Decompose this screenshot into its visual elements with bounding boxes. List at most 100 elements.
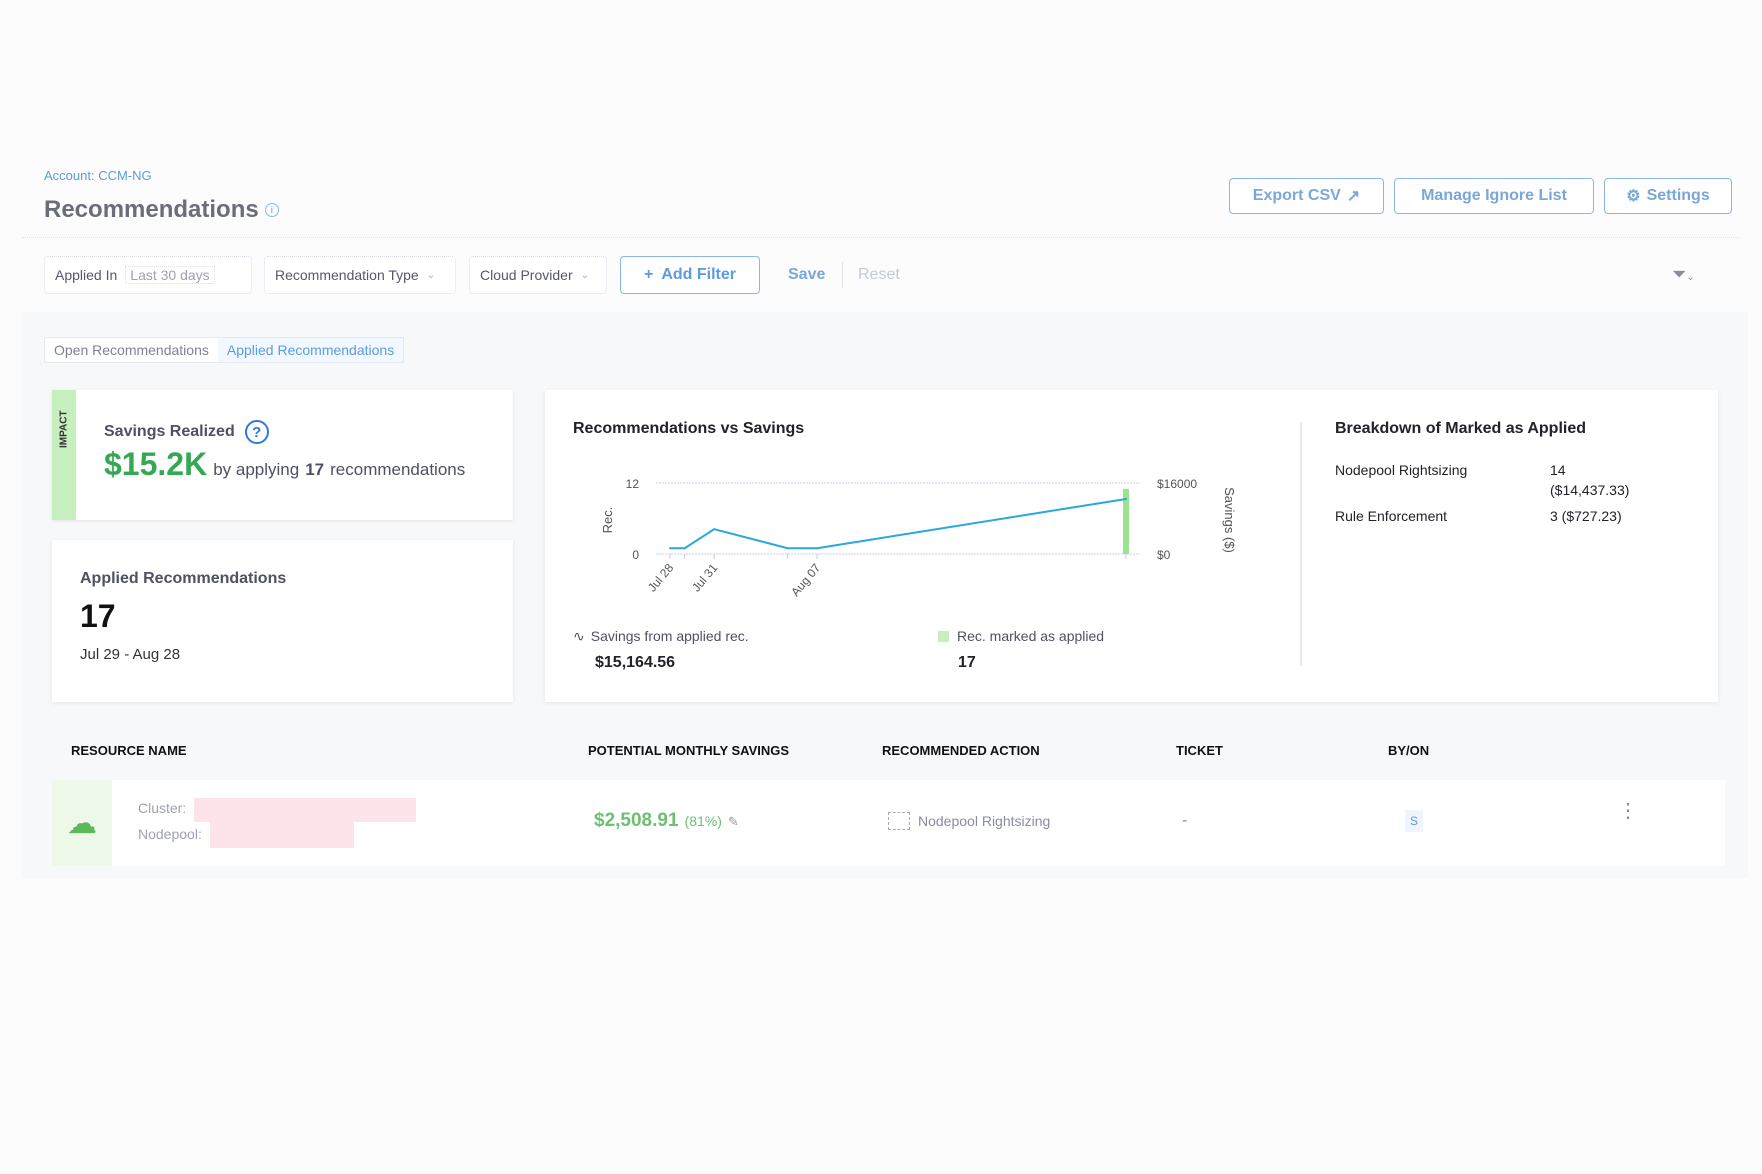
breakdown-label: Rule Enforcement [1335, 508, 1448, 524]
filter-divider [842, 262, 843, 288]
info-icon[interactable]: i [264, 203, 279, 217]
filter-funnel-icon[interactable]: ⏷⌄ [1672, 264, 1695, 284]
applied-in-value[interactable]: Last 30 days [125, 266, 215, 284]
recommendation-type-label: Recommendation Type [275, 267, 419, 283]
x-tick-label: Jul 28 [645, 561, 677, 595]
recommendation-tabs: Open Recommendations Applied Recommendat… [44, 337, 405, 363]
breakdown-value: 3 ($727.23) [1550, 508, 1622, 524]
table-row[interactable]: ☁ Cluster: Nodepool: $2,508.91 (81%) ✎ N… [52, 780, 1725, 866]
applied-date-range: Jul 29 - Aug 28 [80, 646, 181, 663]
export-csv-label: Export CSV [1252, 187, 1341, 204]
y2-axis-label: Savings ($) [1222, 487, 1237, 553]
cloud-provider-label: Cloud Provider [480, 267, 573, 283]
savings-realized-card: IMPACT Savings Realized? $15.2K by apply… [52, 390, 513, 520]
user-avatar[interactable]: S [1405, 810, 1423, 832]
chart-divider [1300, 422, 1302, 666]
applied-in-label: Applied In [55, 267, 118, 283]
tab-applied-recommendations[interactable]: Applied Recommendations [217, 338, 404, 362]
account-breadcrumb[interactable]: Account: CCM-NG [44, 168, 152, 183]
savings-realized-title: Savings Realized [104, 423, 235, 440]
manage-ignore-label: Manage Ignore List [1421, 187, 1567, 204]
legend-swatch [938, 630, 949, 642]
breakdown-list: Nodepool Rightsizing 14 ($14,437.33) Rule … [1335, 460, 1635, 526]
edit-pencil-icon[interactable]: ✎ [727, 814, 739, 829]
breakdown-value: 14 [1550, 462, 1566, 478]
header-ticket[interactable]: TICKET [1176, 743, 1223, 758]
savings-point [1125, 497, 1127, 500]
tab-open-recommendations[interactable]: Open Recommendations [54, 342, 209, 358]
savings-point [669, 547, 671, 550]
legend-savings: ∿ Savings from applied rec. [573, 628, 749, 645]
plus-icon: + [643, 266, 654, 283]
breakdown-label: Nodepool Rightsizing [1335, 462, 1468, 478]
breakdown-row: Rule Enforcement 3 ($727.23) [1335, 506, 1635, 526]
savings-point [713, 528, 716, 531]
export-csv-button[interactable]: Export CSV ↗ [1229, 178, 1384, 214]
recommendations-count: 17 [305, 460, 325, 479]
savings-line [670, 497, 1127, 550]
more-options-icon[interactable]: ⋮ [1618, 800, 1638, 822]
x-tick-label: Aug 07 [788, 561, 823, 599]
gear-icon: ⚙ [1626, 188, 1641, 205]
nodepool-name-redacted [210, 822, 354, 848]
settings-label: Settings [1646, 187, 1710, 204]
savings-amount: $15.2K [104, 446, 208, 482]
header-potential-savings[interactable]: POTENTIAL MONTHLY SAVINGS [588, 743, 790, 758]
header-divider [22, 237, 1740, 238]
rec-bar [1123, 488, 1129, 554]
action-cell: Nodepool Rightsizing [888, 812, 1050, 830]
row-action: Nodepool Rightsizing [918, 813, 1051, 829]
chart-title: Recommendations vs Savings [573, 420, 805, 437]
page-title: Recommendations i [44, 196, 279, 224]
savings-point [786, 547, 789, 550]
impact-label: IMPACT [52, 390, 76, 520]
recommendations-savings-chart: 0 12 $0 $16000 Rec. Savings ($) Jul 28 Jul 31 Au… [600, 477, 1237, 599]
y-tick-label: 0 [632, 548, 639, 562]
applied-recommendations-card: Applied Recommendations 17 Jul 29 - Aug … [52, 540, 513, 702]
reset-button[interactable]: Reset [858, 266, 900, 283]
header-resource-name[interactable]: RESOURCE NAME [71, 743, 187, 758]
chevron-down-icon: ⌄ [580, 269, 589, 281]
rec-total: 17 [958, 654, 976, 671]
y-tick-label: 12 [626, 477, 640, 491]
cloud-provider-filter[interactable]: Cloud Provider ⌄ [469, 256, 607, 294]
savings-point [683, 547, 686, 550]
applied-count: 17 [80, 598, 116, 634]
y-axis-label: Rec. [600, 507, 615, 534]
help-icon[interactable]: ? [244, 420, 269, 444]
nodepool-icon [888, 812, 910, 830]
by-applying-text: by applying [213, 460, 300, 479]
add-filter-button[interactable]: + Add Filter [620, 256, 760, 294]
legend-rec: Rec. marked as applied [938, 628, 1104, 644]
row-savings: $2,508.91 [594, 810, 679, 831]
add-filter-label: Add Filter [661, 266, 736, 283]
breakdown-title: Breakdown of Marked as Applied [1335, 420, 1587, 437]
save-button[interactable]: Save [788, 266, 826, 283]
legend-savings-label: Savings from applied rec. [590, 628, 749, 644]
recommendations-text: recommendations [330, 460, 466, 479]
y2-tick-label: $16000 [1157, 477, 1197, 491]
manage-ignore-list-button[interactable]: Manage Ignore List [1394, 178, 1594, 214]
chevron-down-icon: ⌄ [426, 269, 436, 281]
legend-rec-label: Rec. marked as applied [957, 628, 1105, 644]
breakdown-amount: ($14,437.33) [1550, 482, 1630, 498]
applied-card-title: Applied Recommendations [80, 570, 287, 587]
applied-in-filter[interactable]: Applied In Last 30 days [44, 256, 252, 294]
x-tick-label: Jul 31 [689, 561, 721, 595]
y2-tick-label: $0 [1157, 548, 1171, 562]
breakdown-row: Nodepool Rightsizing 14 ($14,437.33) [1335, 460, 1635, 500]
page-title-text: Recommendations [44, 196, 259, 223]
row-savings-percent: (81%) [684, 813, 722, 829]
recommendation-type-filter[interactable]: Recommendation Type ⌄ [264, 256, 456, 294]
savings-cell: $2,508.91 (81%) ✎ [594, 810, 739, 832]
external-link-icon: ↗ [1346, 188, 1361, 205]
savings-point [816, 547, 819, 550]
chart-card: Recommendations vs Savings 0 12 $0 $16000 Re… [545, 390, 1718, 702]
line-chart-icon: ∿ [573, 628, 585, 644]
header-by-on[interactable]: BY/ON [1388, 743, 1430, 758]
cluster-label: Cluster: [138, 800, 187, 816]
nodepool-label: Nodepool: [138, 826, 202, 842]
settings-button[interactable]: ⚙ Settings [1604, 178, 1732, 214]
savings-total: $15,164.56 [595, 654, 676, 671]
header-recommended-action[interactable]: RECOMMENDED ACTION [882, 743, 1040, 758]
